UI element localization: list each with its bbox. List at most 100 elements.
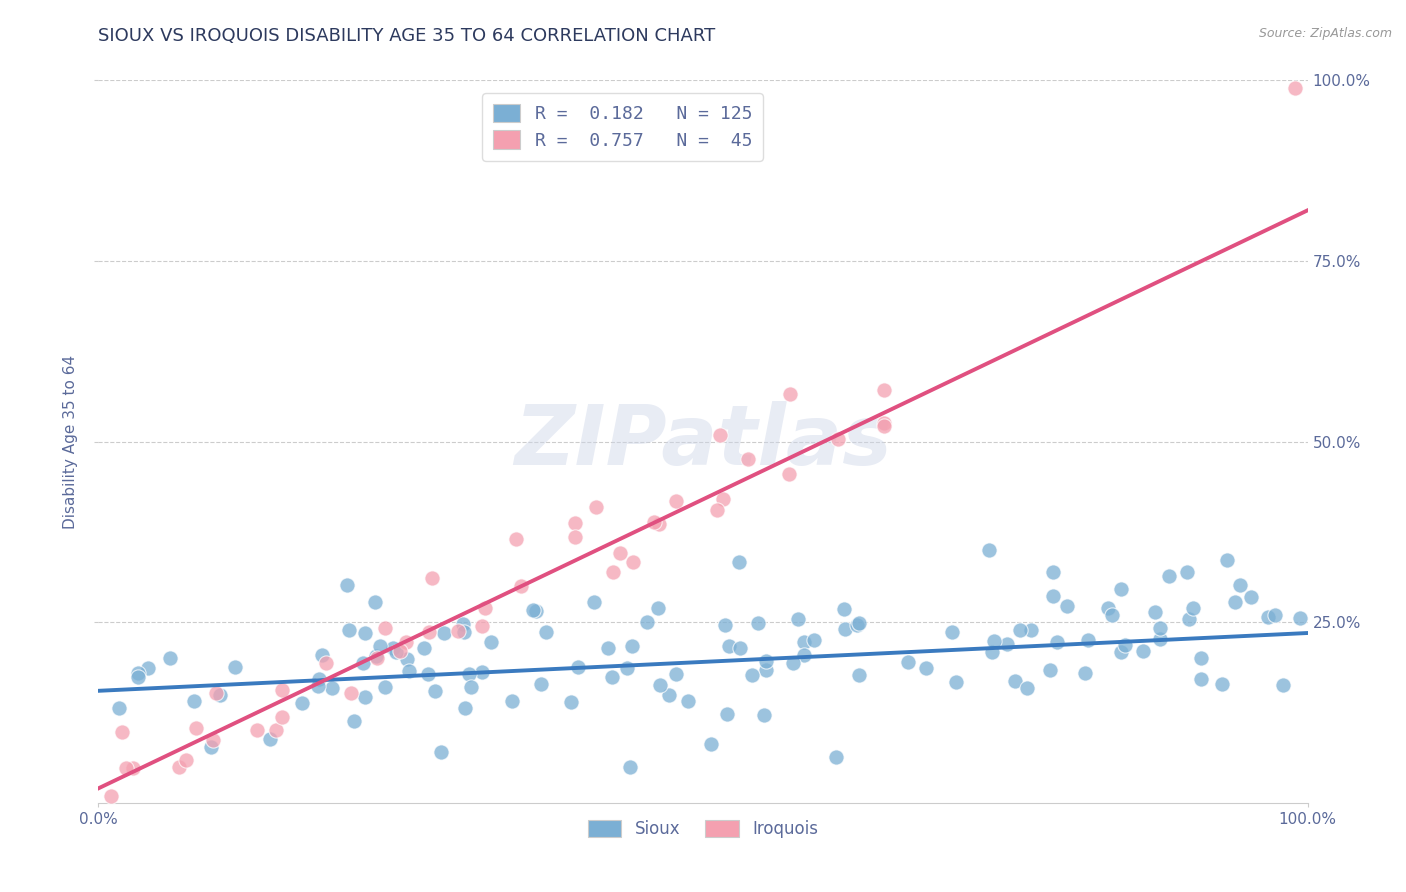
Y-axis label: Disability Age 35 to 64: Disability Age 35 to 64 (63, 354, 79, 529)
Point (1216, 553, 1239, 567)
Point (354, 690, 377, 704)
Point (395, 652, 418, 666)
Point (447, 624, 470, 638)
Point (585, 500, 607, 515)
Point (1189, 672, 1212, 686)
Point (834, 622, 856, 636)
Point (389, 644, 412, 658)
Point (308, 672, 330, 686)
Point (107, 701, 129, 715)
Point (560, 695, 582, 709)
Point (418, 624, 440, 639)
Point (1157, 569, 1180, 583)
Point (827, 432, 849, 446)
Point (1046, 635, 1069, 649)
Point (583, 595, 606, 609)
Point (136, 661, 159, 675)
Point (825, 750, 848, 764)
Point (980, 645, 1002, 659)
Point (1257, 609, 1279, 624)
Point (1039, 663, 1062, 677)
Point (159, 650, 181, 665)
Point (270, 683, 292, 698)
Point (501, 693, 523, 707)
Point (1211, 677, 1233, 691)
Point (522, 603, 544, 617)
Point (336, 578, 359, 592)
Point (264, 723, 287, 737)
Point (412, 640, 434, 655)
Point (505, 532, 527, 546)
Point (479, 635, 502, 649)
Point (648, 678, 671, 692)
Point (658, 689, 681, 703)
Point (848, 615, 870, 630)
Point (848, 668, 870, 682)
Point (471, 618, 494, 632)
Point (873, 383, 896, 397)
Point (1175, 565, 1198, 579)
Point (186, 721, 208, 735)
Point (340, 686, 363, 700)
Point (845, 618, 868, 632)
Point (385, 645, 408, 659)
Point (803, 632, 825, 647)
Point (1284, 80, 1306, 95)
Point (621, 640, 644, 654)
Point (453, 625, 475, 640)
Point (1015, 681, 1038, 695)
Point (609, 546, 631, 560)
Legend: Sioux, Iroquois: Sioux, Iroquois (581, 814, 825, 845)
Point (1042, 565, 1064, 579)
Point (636, 615, 658, 629)
Point (941, 624, 963, 639)
Point (716, 706, 738, 721)
Point (714, 617, 737, 632)
Point (474, 600, 496, 615)
Point (425, 684, 447, 698)
Point (167, 760, 190, 774)
Point (1272, 677, 1295, 691)
Point (752, 707, 775, 722)
Point (429, 745, 451, 759)
Point (1101, 607, 1123, 622)
Point (567, 660, 589, 674)
Point (418, 667, 440, 681)
Point (648, 517, 671, 532)
Point (224, 660, 246, 674)
Point (730, 641, 752, 656)
Point (1004, 673, 1026, 688)
Point (643, 515, 665, 529)
Point (246, 723, 269, 737)
Point (1149, 622, 1171, 636)
Point (1042, 589, 1064, 603)
Point (534, 624, 557, 639)
Point (600, 669, 623, 683)
Point (873, 416, 896, 430)
Point (315, 656, 337, 670)
Point (201, 732, 224, 747)
Point (354, 626, 377, 640)
Point (271, 710, 294, 724)
Point (1097, 601, 1119, 615)
Point (453, 616, 475, 631)
Point (343, 714, 366, 728)
Point (454, 701, 477, 715)
Point (352, 656, 374, 670)
Point (1182, 600, 1205, 615)
Point (1178, 612, 1201, 626)
Point (337, 623, 360, 637)
Point (711, 492, 734, 507)
Point (382, 640, 405, 655)
Point (995, 637, 1018, 651)
Point (205, 686, 228, 700)
Point (602, 565, 624, 579)
Point (259, 732, 281, 747)
Point (1263, 607, 1285, 622)
Point (1149, 632, 1171, 646)
Point (727, 555, 749, 569)
Point (460, 681, 482, 695)
Point (897, 655, 920, 669)
Point (457, 666, 479, 681)
Point (311, 648, 333, 662)
